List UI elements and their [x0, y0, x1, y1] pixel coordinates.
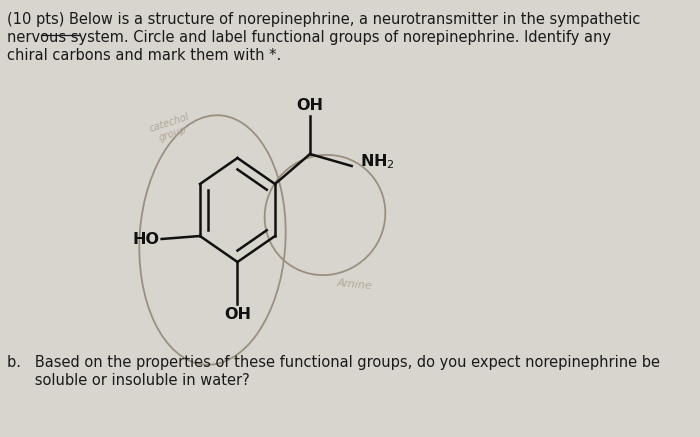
Text: b.   Based on the properties of these functional groups, do you expect norepinep: b. Based on the properties of these func… [7, 355, 659, 370]
Text: nervous system. Circle and label functional groups of norepinephrine. Identify a: nervous system. Circle and label functio… [7, 30, 610, 45]
Text: OH: OH [297, 98, 323, 113]
Text: Amine: Amine [336, 278, 372, 291]
Text: (10 pts) Below is a structure of norepinephrine, a neurotransmitter in the sympa: (10 pts) Below is a structure of norepin… [7, 12, 640, 27]
Text: soluble or insoluble in water?: soluble or insoluble in water? [7, 373, 249, 388]
Text: chiral carbons and mark them with *.: chiral carbons and mark them with *. [7, 48, 281, 63]
Text: OH: OH [224, 307, 251, 322]
Text: NH$_2$: NH$_2$ [360, 153, 395, 171]
Text: HO: HO [132, 232, 159, 246]
Text: catechol
group: catechol group [148, 111, 194, 145]
